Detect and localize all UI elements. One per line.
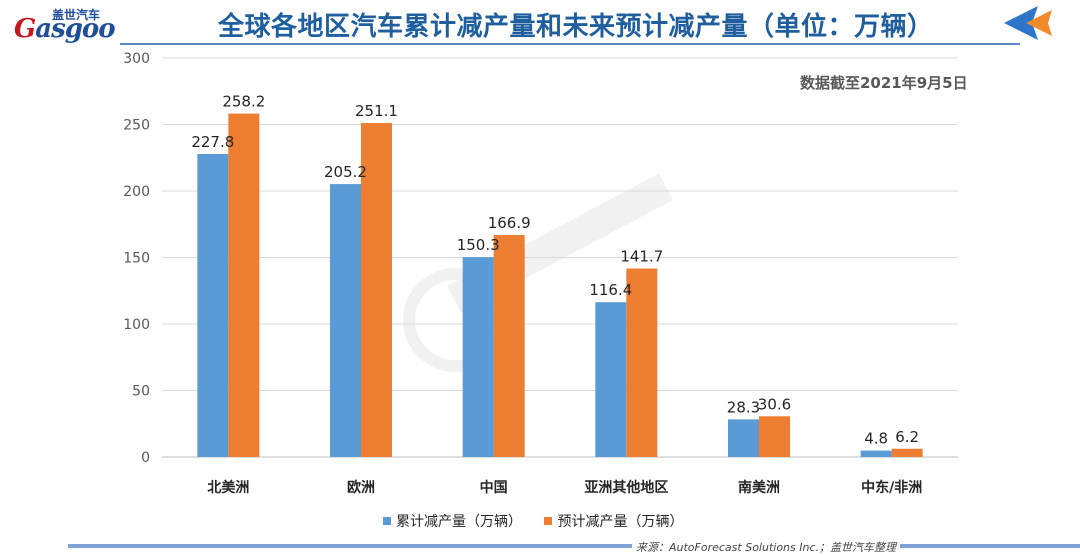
x-tick-label: 亚洲其他地区 [584, 479, 668, 496]
back-arrow-icon[interactable] [1004, 4, 1054, 42]
data-label: 150.3 [457, 236, 500, 254]
x-axis-ticks: 北美洲 欧洲 中国 亚洲其他地区 南美洲 中东/非洲 [207, 479, 922, 496]
data-label: 6.2 [895, 428, 919, 446]
bar-series1-3 [595, 302, 627, 457]
title-underline [120, 43, 1020, 45]
bar-series2-1 [361, 123, 392, 458]
y-tick-label: 100 [123, 317, 150, 333]
bar-series2-2 [493, 235, 525, 457]
page-title: 全球各地区汽车累计减产量和未来预计减产量（单位：万辆） [218, 12, 934, 42]
logo-letter-g: G [14, 14, 36, 44]
footer-rule [68, 544, 1080, 548]
logo-letters-rest: asgoo [35, 14, 115, 44]
date-annotation: 数据截至2021年9月5日 [800, 74, 968, 92]
data-label: 227.8 [191, 133, 234, 151]
legend-swatch-series2 [544, 517, 553, 525]
gasgoo-logo: 盖世汽车 Gasgoo [14, 6, 116, 46]
bar-series2-5 [891, 448, 923, 457]
legend-label-series2: 预计减产量（万辆） [557, 514, 684, 530]
arrow-orange-shape [1026, 10, 1052, 36]
chart-legend: 累计减产量（万辆） 预计减产量（万辆） [383, 511, 701, 531]
x-tick-label: 欧洲 [347, 479, 375, 496]
source-note: 来源：AutoForecast Solutions Inc.；盖世汽车整理 [632, 539, 901, 555]
data-label: 166.9 [488, 214, 531, 232]
x-tick-label: 中国 [480, 479, 508, 496]
bars [197, 113, 923, 458]
y-tick-label: 200 [123, 184, 150, 200]
logo-chinese-text: 盖世汽车 [52, 8, 101, 22]
x-tick-label: 南美洲 [738, 479, 780, 496]
legend-swatch-series1 [383, 517, 391, 525]
logo-english-text: Gasgoo [14, 14, 116, 44]
bar-series1-0 [197, 154, 229, 457]
y-tick-label: 0 [141, 450, 150, 466]
bar-series1-5 [860, 450, 892, 457]
y-tick-label: 300 [123, 51, 150, 67]
bar-series2-0 [228, 113, 260, 458]
bar-series1-4 [728, 419, 759, 457]
data-label: 116.4 [589, 281, 632, 299]
legend-item-series2: 预计减产量（万辆） [544, 511, 683, 531]
x-tick-label: 北美洲 [207, 479, 249, 496]
legend-label-series1: 累计减产量（万辆） [396, 514, 522, 530]
data-label: 258.2 [222, 93, 265, 111]
bar-series2-3 [626, 268, 658, 457]
x-tick-label: 中东/非洲 [861, 479, 922, 496]
bar-series1-2 [462, 257, 494, 457]
y-tick-label: 250 [123, 118, 150, 134]
value-labels: 227.8 258.2 205.2 251.1 150.3 166.9 116.4 141.7… [191, 93, 919, 448]
data-label: 28.3 [727, 398, 760, 416]
grid-lines [162, 57, 958, 458]
data-label: 4.8 [864, 430, 888, 448]
bar-series2-4 [759, 416, 790, 457]
legend-item-series1: 累计减产量（万辆） [383, 511, 522, 531]
arrow-blue-shape [1004, 6, 1038, 40]
data-label: 205.2 [324, 163, 367, 181]
bar-series1-1 [330, 184, 361, 458]
data-label: 141.7 [620, 248, 663, 266]
y-tick-label: 50 [132, 384, 150, 400]
data-label: 251.1 [355, 102, 398, 120]
y-tick-label: 150 [123, 251, 150, 267]
data-label: 30.6 [758, 395, 791, 413]
y-axis-ticks: 0 50 100 150 200 250 300 [123, 51, 150, 466]
